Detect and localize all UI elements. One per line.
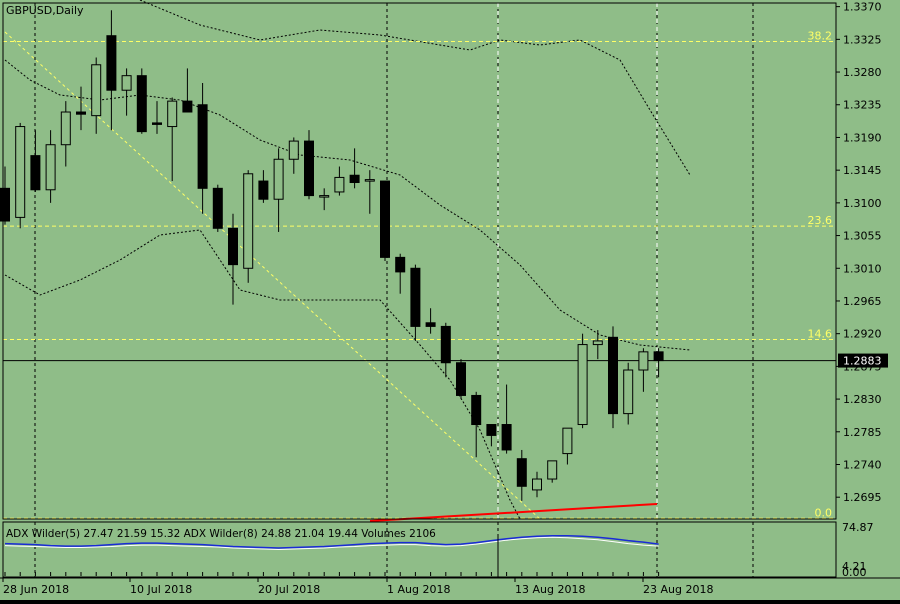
- current-price-label: 1.2883: [843, 355, 882, 368]
- adx-line-secondary: [4, 536, 659, 551]
- candle-bear: [425, 322, 436, 327]
- candle-bull: [288, 140, 299, 160]
- price-axis-label: 1.3325: [843, 33, 882, 46]
- candle-bear: [471, 394, 482, 426]
- price-axis-label: 1.3280: [843, 66, 882, 79]
- indicator-axis-label: 0.00: [842, 566, 867, 579]
- candle-bear: [380, 180, 390, 258]
- candle-bull: [562, 427, 573, 455]
- price-axis-label: 1.3145: [843, 164, 882, 177]
- indicator-axis-label: 4.21: [842, 560, 867, 573]
- candle-bull: [45, 144, 56, 191]
- date-axis-label: 13 Aug 2018: [515, 583, 585, 596]
- candle-bear: [152, 122, 162, 125]
- envelope-top: [139, 0, 691, 176]
- candle-bear: [501, 424, 512, 451]
- candle-bear: [212, 187, 223, 229]
- candle-bull: [638, 351, 649, 371]
- candle-bull: [547, 460, 558, 480]
- candle-bear: [197, 104, 208, 189]
- price-pane-frame: [2, 2, 837, 520]
- date-axis-label: 23 Aug 2018: [643, 583, 713, 596]
- price-axis-label: 1.3190: [843, 131, 882, 144]
- candle-bull: [121, 75, 132, 91]
- candle-bear: [228, 227, 238, 266]
- candle-bear: [182, 100, 193, 113]
- price-axis-label: 1.3010: [843, 262, 882, 275]
- price-axis-label: 1.2965: [843, 295, 882, 308]
- candle-bear: [516, 458, 527, 487]
- candle-bull: [167, 100, 178, 128]
- fib-level-label: 0.0: [815, 506, 833, 519]
- price-axis-label: 1.2785: [843, 426, 882, 439]
- current-price-badge: [838, 353, 888, 368]
- price-axis-label: 1.3235: [843, 99, 882, 112]
- indicator-header: ADX Wilder(5) 27.47 21.59 15.32 ADX Wild…: [6, 528, 436, 540]
- envelope-lower: [4, 229, 521, 520]
- date-axis-label: 10 Jul 2018: [130, 583, 192, 596]
- trend-line-dotted: [4, 31, 541, 520]
- candle-bear: [136, 75, 147, 133]
- candle-bull: [91, 64, 102, 117]
- price-axis-label: 1.2740: [843, 458, 882, 471]
- price-axis-label: 1.2695: [843, 491, 882, 504]
- adx-line-primary: [4, 535, 659, 549]
- candle-bull: [364, 179, 375, 182]
- fib-level-label: 38.2: [808, 30, 833, 43]
- price-axis-label: 1.3055: [843, 230, 882, 243]
- fib-level-label: 14.6: [808, 327, 833, 340]
- candle-bear: [456, 362, 466, 396]
- price-axis-label: 1.2920: [843, 328, 882, 341]
- fib-level-label: 23.6: [808, 214, 833, 227]
- candle-bear: [486, 424, 497, 436]
- date-axis-label: 20 Jul 2018: [258, 583, 320, 596]
- candle-bear: [76, 111, 86, 115]
- trend-line-red: [369, 503, 658, 522]
- indicator-pane-frame: [2, 521, 837, 578]
- candle-bull: [319, 195, 330, 198]
- candle-bull: [60, 111, 71, 146]
- candle-bull: [623, 369, 634, 415]
- candle-bull: [273, 158, 284, 200]
- candle-bear: [349, 174, 360, 184]
- price-axis-label: 1.3100: [843, 197, 882, 210]
- candle-bear: [0, 187, 10, 222]
- indicator-axis-label: 74.87: [842, 521, 874, 534]
- candle-bear: [30, 155, 41, 191]
- candle-bull: [592, 340, 603, 346]
- candle-bull: [532, 478, 542, 491]
- candle-bear: [440, 325, 451, 364]
- candle-bull: [334, 176, 345, 193]
- chart-title: GBPUSD,Daily: [6, 4, 84, 17]
- price-axis-label: 1.3370: [843, 1, 882, 14]
- envelope-upper: [4, 59, 691, 351]
- candle-bear: [410, 267, 421, 327]
- candle-bull: [577, 344, 588, 426]
- date-axis-label: 1 Aug 2018: [387, 583, 450, 596]
- candle-bear: [106, 35, 117, 91]
- candle-bear: [653, 351, 664, 362]
- candle-bear: [608, 336, 618, 415]
- candle-bear: [258, 180, 269, 200]
- candle-bull: [243, 173, 254, 269]
- price-axis-label: 1.2830: [843, 393, 882, 406]
- candle-bull: [15, 126, 26, 218]
- date-axis-label: 28 Jun 2018: [3, 583, 69, 596]
- candle-bear: [395, 256, 406, 273]
- candle-bear: [304, 140, 314, 197]
